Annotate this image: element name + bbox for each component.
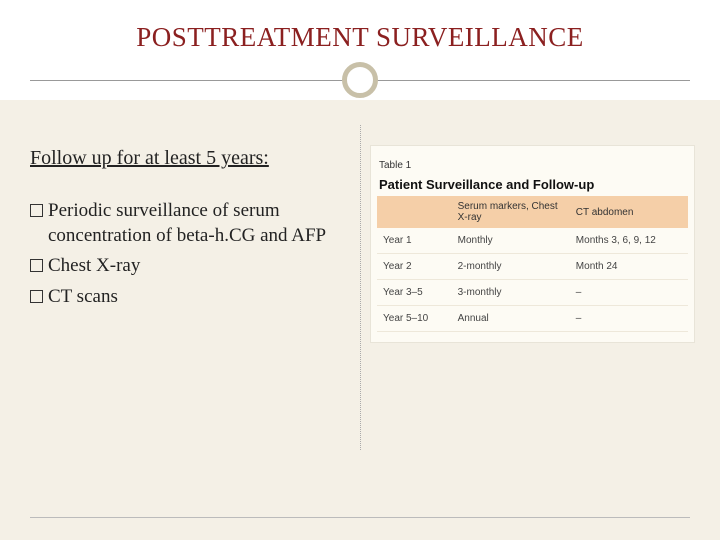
table-cell: Year 2 xyxy=(377,254,452,280)
table-cell: – xyxy=(570,306,688,332)
table-label: Table 1 xyxy=(379,160,688,171)
table-cell: Year 5–10 xyxy=(377,306,452,332)
table-row: Year 1 Monthly Months 3, 6, 9, 12 xyxy=(377,228,688,254)
checkbox-icon xyxy=(30,259,43,272)
footer-line xyxy=(30,517,690,518)
bullet-item: Chest X-ray xyxy=(30,254,340,279)
right-column: Table 1 Patient Surveillance and Follow-… xyxy=(360,105,720,510)
bullet-item: Periodic surveillance of serum concentra… xyxy=(30,199,340,248)
table-cell: 2-monthly xyxy=(452,254,570,280)
table-cell: Month 24 xyxy=(570,254,688,280)
slide-title: POSTTREATMENT SURVEILLANCE xyxy=(0,22,720,53)
content-area: Follow up for at least 5 years: Periodic… xyxy=(0,105,720,510)
table-header-cell xyxy=(377,196,452,228)
left-column: Follow up for at least 5 years: Periodic… xyxy=(0,105,360,510)
bullet-text: Chest X-ray xyxy=(48,254,140,279)
bullet-item: CT scans xyxy=(30,285,340,310)
surveillance-table-wrap: Table 1 Patient Surveillance and Follow-… xyxy=(370,145,695,343)
table-header-row: Serum markers, Chest X-ray CT abdomen xyxy=(377,196,688,228)
slide-container: POSTTREATMENT SURVEILLANCE Follow up for… xyxy=(0,0,720,540)
checkbox-icon xyxy=(30,204,43,217)
table-cell: 3-monthly xyxy=(452,280,570,306)
table-cell: – xyxy=(570,280,688,306)
table-cell: Months 3, 6, 9, 12 xyxy=(570,228,688,254)
table-cell: Annual xyxy=(452,306,570,332)
table-header-cell: CT abdomen xyxy=(570,196,688,228)
table-row: Year 5–10 Annual – xyxy=(377,306,688,332)
bullet-text: Periodic surveillance of serum concentra… xyxy=(48,199,340,248)
surveillance-table: Serum markers, Chest X-ray CT abdomen Ye… xyxy=(377,196,688,332)
table-row: Year 3–5 3-monthly – xyxy=(377,280,688,306)
subheading: Follow up for at least 5 years: xyxy=(30,145,340,171)
table-header-cell: Serum markers, Chest X-ray xyxy=(452,196,570,228)
table-cell: Year 1 xyxy=(377,228,452,254)
table-cell: Monthly xyxy=(452,228,570,254)
table-title: Patient Surveillance and Follow-up xyxy=(379,177,688,192)
bullet-text: CT scans xyxy=(48,285,118,310)
table-row: Year 2 2-monthly Month 24 xyxy=(377,254,688,280)
column-divider xyxy=(360,125,361,450)
title-circle-ornament xyxy=(342,62,378,98)
checkbox-icon xyxy=(30,290,43,303)
table-cell: Year 3–5 xyxy=(377,280,452,306)
